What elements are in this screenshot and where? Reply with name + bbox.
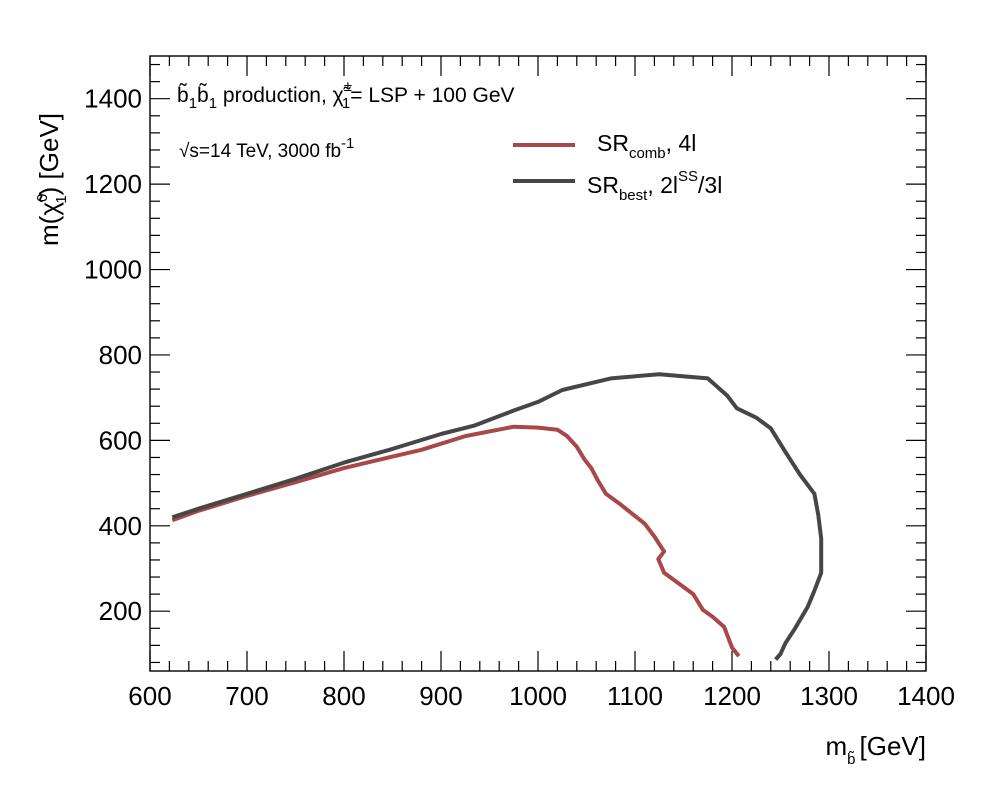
axis-ticks: [149, 56, 927, 671]
x-tick-label: 1000: [509, 681, 567, 711]
x-tick-label: 900: [419, 681, 462, 711]
series-line-sr-comb: [171, 424, 741, 658]
x-tick-label: 700: [225, 681, 268, 711]
y-tick-label: 600: [99, 425, 142, 455]
y-tick-label: 800: [99, 340, 142, 370]
y-tick-label: 1200: [84, 169, 142, 199]
y-tick-label: 200: [99, 596, 142, 626]
legend: SRcomb, 4l SRbest, 2lSS/3l: [513, 130, 722, 204]
x-tick-label: 1200: [703, 681, 761, 711]
legend-label-best: SRbest, 2lSS/3l: [587, 168, 722, 204]
plot-frame: [149, 55, 927, 672]
x-tick-label: 1100: [607, 681, 663, 711]
y-tick-label: 1000: [84, 255, 142, 285]
process-annotation: b̃1b̃1 production, χ̃± 1= LSP + 100 GeV: [177, 78, 515, 112]
y-tick-label: 1400: [84, 84, 142, 114]
axis-tick-labels: 600 700 800 900 1000 1100 1200 1300 1400 200 400 60…: [84, 84, 955, 711]
x-tick-label: 800: [322, 681, 365, 711]
x-axis-title: mb̃ [GeV]: [826, 731, 927, 768]
legend-label-comb: SRcomb, 4l: [597, 130, 696, 162]
series-line-sr-best: [171, 372, 824, 661]
series-group: [171, 372, 824, 661]
x-tick-label: 1300: [800, 681, 858, 711]
energy-annotation: √s=14 TeV, 3000 fb-1: [179, 135, 354, 162]
x-tick-label: 600: [128, 681, 171, 711]
y-tick-label: 400: [99, 511, 142, 541]
x-tick-label: 1400: [897, 681, 955, 711]
y-axis-title: m(χ̃0 1) [GeV]: [34, 113, 70, 246]
